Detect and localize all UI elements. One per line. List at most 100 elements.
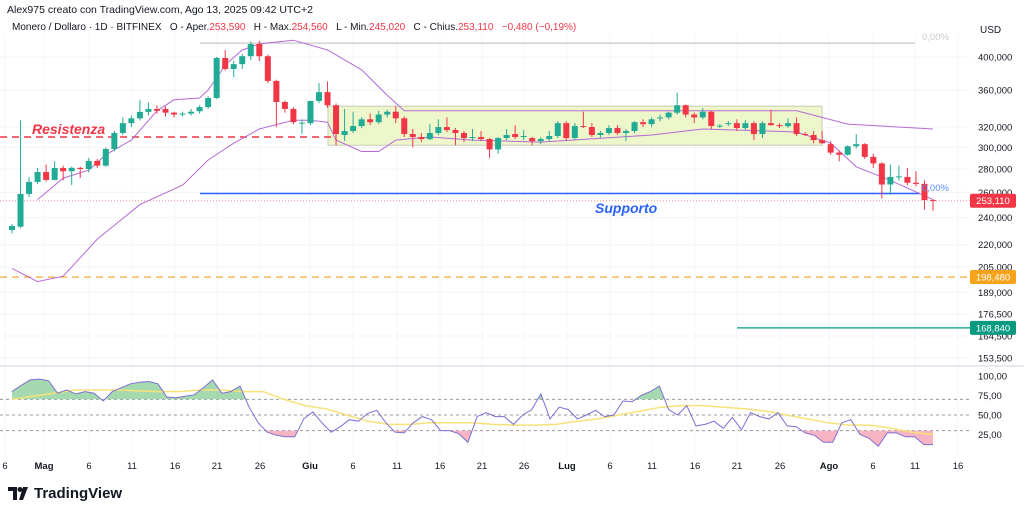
support-label: Supporto — [595, 200, 658, 216]
candle-body — [350, 126, 357, 132]
candle-body — [9, 225, 15, 231]
resistance-label: Resistenza — [32, 121, 105, 137]
candle — [750, 121, 757, 141]
candle-body — [247, 44, 254, 57]
time-axis-label: 6 — [607, 461, 612, 472]
candle-body — [68, 167, 75, 172]
candle-body — [623, 131, 629, 134]
candle — [819, 131, 826, 145]
candle — [682, 104, 689, 118]
candle-body — [750, 123, 757, 135]
candle — [614, 125, 621, 136]
candle — [401, 116, 408, 138]
candle-body — [230, 64, 237, 69]
tradingview-logo[interactable]: TradingView — [8, 485, 122, 502]
tradingview-logo-icon — [8, 486, 28, 500]
candle — [452, 128, 459, 146]
candle — [742, 120, 749, 131]
candle — [51, 161, 58, 181]
price-axis[interactable]: 400,000 360,000 320,000 300,000 280,000 260,0… — [978, 52, 1012, 364]
time-axis-label: 6 — [86, 461, 91, 472]
candle-body — [716, 125, 723, 127]
candle — [153, 105, 160, 114]
candle-body — [452, 130, 459, 134]
candle — [469, 129, 476, 142]
price-label-text: 198,480 — [976, 273, 1010, 284]
candle-body — [51, 167, 58, 180]
rsi-axis-label: 25,00 — [978, 430, 1002, 441]
candle — [631, 121, 638, 134]
candle-body — [819, 140, 826, 144]
candle-body — [375, 114, 382, 123]
candle-body — [597, 133, 604, 136]
time-axis[interactable]: 6 Mag 6 11 16 21 26 Giu 6 11 16 21 26 Lug 6 11 16 21 26 Ago… — [2, 461, 963, 472]
bollinger-upper-line — [37, 39, 934, 200]
candle-body — [503, 135, 510, 139]
low-label: L - Min. — [336, 22, 370, 33]
time-axis-label: Mag — [35, 461, 54, 472]
candle — [887, 164, 894, 195]
close-label: C - Chius. — [413, 22, 458, 33]
candle-body — [674, 105, 681, 113]
candle-body — [785, 123, 792, 127]
candle-body — [273, 80, 280, 102]
candle-body — [836, 152, 843, 155]
time-axis-label: 16 — [953, 461, 964, 472]
candle — [145, 102, 152, 116]
time-axis-label: 11 — [910, 461, 920, 472]
time-axis-label: 11 — [392, 461, 402, 472]
candle — [409, 129, 416, 148]
candle-body — [904, 176, 911, 183]
candle-body — [205, 98, 212, 108]
candle-body — [43, 172, 50, 180]
price-axis-label: 164,500 — [978, 332, 1012, 343]
rsi-line — [11, 378, 933, 447]
candle — [648, 117, 655, 128]
candle — [290, 107, 297, 125]
top-line-percent: 0,00% — [922, 32, 949, 43]
candle-body — [196, 107, 203, 112]
candle — [102, 147, 109, 167]
time-axis-label: 6 — [350, 461, 355, 472]
candle-body — [708, 111, 715, 127]
candle — [77, 166, 84, 179]
candle — [699, 108, 706, 120]
candle — [333, 103, 340, 146]
candle — [350, 111, 357, 134]
candle-body — [239, 56, 246, 65]
candle — [785, 118, 792, 129]
time-axis-label: Giu — [302, 461, 318, 472]
price-axis-label: 280,000 — [978, 164, 1012, 175]
time-axis-label: 16 — [170, 461, 181, 472]
candle — [921, 180, 928, 210]
currency-label: USD — [980, 25, 1001, 36]
rsi-axis-label: 100,00 — [978, 372, 1007, 383]
candle-body — [367, 119, 374, 123]
candle-body — [213, 58, 220, 99]
candle — [43, 164, 50, 182]
candle — [571, 123, 578, 141]
candle-body — [793, 123, 800, 135]
candle — [341, 108, 348, 142]
candle — [384, 109, 391, 118]
candle — [725, 121, 732, 127]
change-value: −0,480 (−0,19%) — [501, 22, 577, 33]
candle — [392, 106, 399, 124]
price-axis-label: 400,000 — [978, 52, 1012, 63]
price-axis-label: 176,500 — [978, 309, 1012, 320]
candle — [94, 159, 101, 168]
candle-body — [759, 123, 766, 135]
candle-body — [316, 92, 322, 101]
symbol-name[interactable]: Monero / Dollaro · 1D · BITFINEX — [12, 22, 162, 33]
candle-body — [887, 176, 894, 185]
candle — [520, 130, 527, 141]
candle-body — [341, 131, 348, 136]
price-axis-label: 300,000 — [978, 143, 1012, 154]
candle-body — [844, 146, 851, 155]
price-axis-label: 205,000 — [978, 262, 1012, 273]
time-axis-label: 21 — [477, 461, 488, 472]
candle-body — [640, 122, 647, 125]
candle-body — [171, 112, 178, 115]
high-value: 254,560 — [291, 22, 328, 33]
